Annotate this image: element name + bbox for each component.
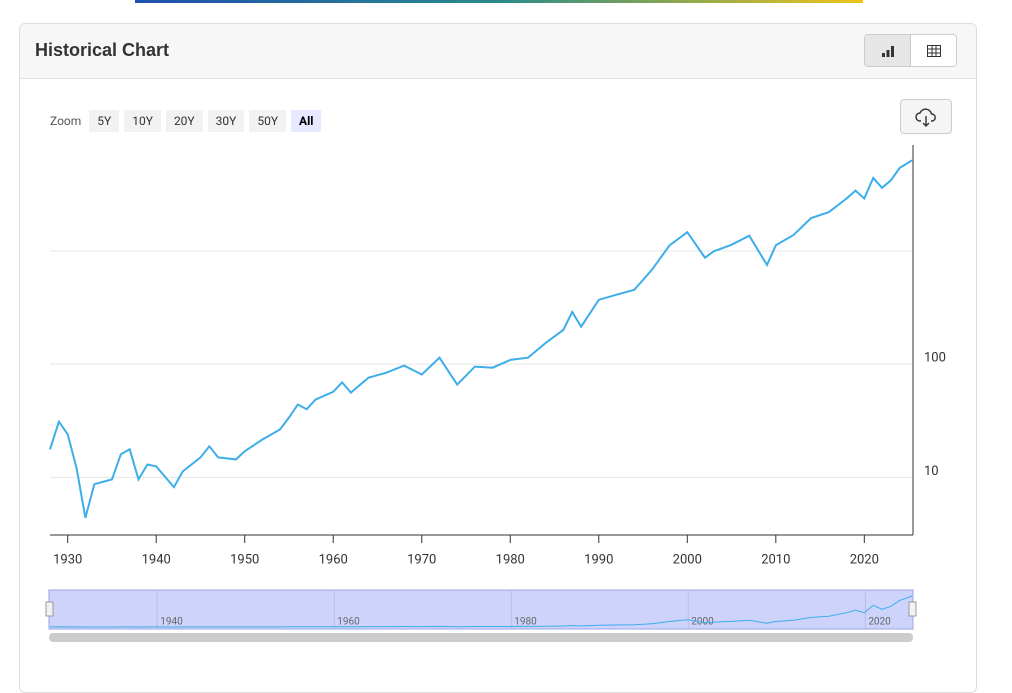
zoom-button[interactable]: All — [291, 110, 322, 132]
zoom-label: Zoom — [50, 114, 82, 128]
navigator-handle[interactable] — [908, 601, 917, 617]
x-tick-label: 1990 — [584, 552, 613, 567]
download-icon — [915, 107, 936, 127]
zoom-button[interactable]: 5Y — [89, 110, 120, 132]
x-tick-label: 2020 — [850, 552, 879, 567]
navigator-label: 1960 — [337, 617, 360, 628]
x-tick-label: 1930 — [53, 552, 82, 567]
x-tick-label: 2010 — [761, 552, 790, 567]
y-tick-label: 10 — [924, 464, 939, 479]
chart: 10 100 1930 1940 1950 1960 1970 1980 1990 2000 201… — [45, 145, 946, 642]
y-tick-label: 100 — [924, 351, 946, 366]
zoom-button[interactable]: 30Y — [207, 110, 245, 132]
x-tick-label: 1980 — [496, 552, 525, 567]
navigator-label: 1940 — [160, 617, 183, 628]
card-header: Historical Chart — [20, 24, 976, 79]
x-tick-label: 1950 — [230, 552, 259, 567]
navigator-handle[interactable] — [45, 601, 54, 617]
page: {"header": {"title": "Historical Chart"}… — [19, 0, 977, 693]
scrollbar[interactable] — [49, 633, 913, 642]
table-icon — [926, 44, 941, 57]
zoom-button[interactable]: 50Y — [249, 110, 287, 132]
x-tick-label: 1940 — [142, 552, 171, 567]
navigator-label: 2020 — [868, 617, 891, 628]
title: Historical Chart — [35, 40, 170, 60]
x-tick-label: 1960 — [319, 552, 348, 567]
view-toggle — [864, 34, 957, 67]
price-line — [49, 159, 913, 519]
x-tick-label: 1970 — [407, 552, 436, 567]
navigator-line — [49, 595, 913, 628]
card: Historical Chart Zoom 5Y 10Y 20Y 30Y 50Y All — [19, 23, 977, 693]
bar-icon — [881, 45, 894, 57]
zoom-button[interactable]: 10Y — [124, 110, 161, 132]
download-button[interactable] — [900, 99, 952, 134]
navigator-label: 1980 — [514, 617, 537, 628]
x-tick-label: 2000 — [673, 552, 702, 567]
top-accent — [135, 0, 863, 3]
table-view-button[interactable] — [911, 35, 956, 66]
zoom-button[interactable]: 20Y — [165, 110, 203, 132]
chart-view-button[interactable] — [865, 35, 911, 66]
zoom-bar: Zoom 5Y 10Y 20Y 30Y 50Y All — [50, 110, 322, 132]
